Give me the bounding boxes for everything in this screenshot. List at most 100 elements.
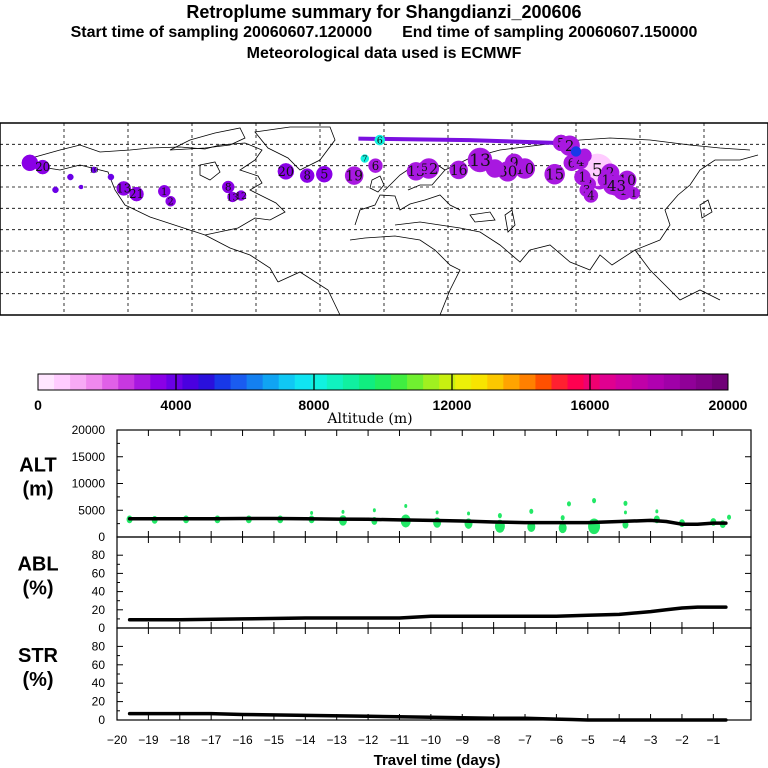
altitude-scatter-point: [467, 511, 471, 516]
panel-y-label: ABL: [17, 554, 58, 576]
plume-point-label: 43: [607, 177, 626, 195]
plume-point-label: 21: [129, 187, 144, 201]
x-tick-label: −20: [107, 733, 128, 747]
colorbar-swatch: [631, 374, 649, 390]
colorbar-tick-label: 12000: [433, 397, 472, 413]
plume-point-label: 1: [161, 186, 168, 198]
plume-point-label: 20: [35, 160, 50, 174]
colorbar-swatch: [471, 374, 488, 390]
plume-point: [158, 185, 171, 198]
panel-y-label: (%): [22, 578, 53, 600]
colorbar-swatch: [535, 374, 552, 390]
colorbar-swatch: [198, 374, 216, 390]
panel-str: 0 20 40 60 80 STR(%): [18, 627, 752, 727]
plume-point-label: 5: [592, 160, 603, 181]
panel-y-label: (m): [22, 479, 53, 501]
colorbar-swatch: [214, 374, 232, 390]
y-tick-label: 60: [92, 658, 106, 672]
colorbar-swatch: [374, 374, 392, 390]
colorbar-swatch: [487, 374, 504, 390]
plume-point: [165, 195, 176, 207]
plume-point: [360, 154, 370, 163]
x-tick-label: −17: [201, 733, 222, 747]
colorbar-swatch: [358, 374, 376, 390]
plume-point: [418, 160, 431, 174]
plume-point-label: 13: [116, 182, 131, 196]
plume-point: [35, 159, 50, 175]
panel-frame: [116, 536, 752, 629]
y-tick-label: 80: [92, 548, 106, 562]
sampling-times: Start time of sampling 20060607.120000 En…: [0, 24, 768, 42]
colorbar-swatch: [54, 374, 71, 390]
plume-point-label: 16: [450, 163, 468, 179]
y-tick-label: 0: [98, 530, 105, 544]
altitude-scatter-point: [435, 510, 439, 515]
coast-hudson-bay: [199, 161, 221, 181]
plume-point-label: 20: [278, 165, 294, 180]
coast-central-america: [204, 234, 279, 283]
panel-y-label: (%): [22, 669, 53, 691]
altitude-scatter-point: [623, 510, 627, 515]
plume-point-label: 10: [89, 165, 99, 174]
coast-arctic-islands: [169, 127, 246, 151]
coast-japan: [699, 199, 713, 219]
altitude-scatter-point: [727, 514, 732, 520]
colorbar-swatch: [647, 374, 665, 390]
colorbar-tick-label: 16000: [571, 397, 610, 413]
y-tick-label: 20: [92, 695, 106, 709]
plume-point: [277, 163, 295, 180]
coast-middle-east: [459, 227, 661, 271]
y-tick-label: 0: [98, 713, 105, 727]
x-tick-labels: −20 −19 −18 −17 −16 −15 −14 −13 −12 −11 −10 −9 −8 −7 −…: [107, 733, 721, 747]
colorbar-swatch: [70, 374, 87, 390]
coast-black-sea: [469, 211, 496, 223]
colorbar-swatch: [695, 374, 713, 390]
colorbar-swatch: [679, 374, 697, 390]
colorbar-label: Altitude (m): [326, 411, 412, 427]
colorbar-swatch: [166, 374, 183, 390]
coast-europe: [354, 194, 461, 226]
chart-title: Retroplume summary for Shangdianzi_20060…: [186, 2, 582, 22]
colorbar-swatch: [278, 374, 296, 390]
y-tick-label: 80: [92, 639, 106, 653]
plume-point: [78, 184, 84, 190]
colorbar-frame: [37, 373, 729, 391]
plume-point-label: 2: [168, 197, 174, 208]
colorbar-swatch: [182, 374, 199, 390]
coastlines: [34, 126, 759, 316]
x-tick-label: −14: [295, 733, 316, 747]
plume-point: [299, 168, 315, 183]
colorbar-swatch: [615, 374, 633, 390]
colorbar-swatch: [310, 374, 328, 390]
plume-point-label: 12: [235, 191, 247, 202]
colorbar-swatch: [503, 374, 520, 390]
met-data-text: Meteorological data used is ECMWF: [246, 45, 522, 62]
plume-point-label: 6: [372, 159, 379, 173]
coast-south-america: [277, 271, 341, 316]
colorbar-swatch: [567, 374, 585, 390]
colorbar-swatch: [134, 374, 151, 390]
colorbar-swatch: [551, 374, 569, 390]
plume-point: [449, 160, 468, 180]
colorbar-swatch: [711, 374, 729, 390]
plume-point-label: 5: [421, 162, 428, 174]
x-tick-label: −15: [264, 733, 285, 747]
colorbar-swatch: [294, 374, 312, 390]
plume-point: [467, 147, 493, 173]
colorbar-swatch: [38, 374, 55, 390]
start-time-text: Start time of sampling 20060607.120000: [70, 24, 373, 41]
altitude-scatter-point: [655, 509, 659, 514]
coast-uk: [369, 175, 385, 193]
plume-point-label: 6: [568, 156, 576, 171]
plume-point-label: 5: [320, 168, 328, 183]
plume-points: 1111035214331346452151093013161213561958…: [21, 134, 641, 208]
panel-abl: 0 20 40 60 80 ABL(%): [17, 536, 752, 635]
colorbar-swatch: [599, 374, 617, 390]
plume-point-label: 8: [225, 182, 232, 194]
x-tick-label: −12: [358, 733, 379, 747]
plume-point: [374, 134, 385, 146]
y-tick-label: 40: [92, 676, 106, 690]
plume-point-label: 7: [362, 153, 367, 163]
plume-point: [116, 181, 131, 196]
plume-point: [368, 158, 383, 173]
